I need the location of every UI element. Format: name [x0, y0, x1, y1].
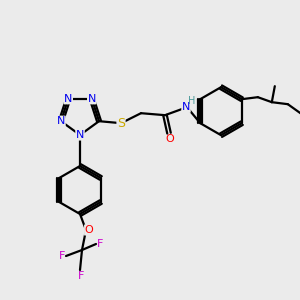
Text: N: N	[182, 102, 190, 112]
Text: N: N	[76, 130, 84, 140]
Text: O: O	[85, 225, 93, 235]
Text: S: S	[117, 117, 125, 130]
Text: F: F	[59, 251, 65, 261]
Text: F: F	[97, 239, 103, 249]
Text: F: F	[78, 271, 84, 281]
Text: H: H	[188, 96, 196, 106]
Text: O: O	[166, 134, 174, 144]
Text: N: N	[88, 94, 96, 104]
Text: N: N	[64, 94, 72, 104]
Text: N: N	[57, 116, 65, 126]
